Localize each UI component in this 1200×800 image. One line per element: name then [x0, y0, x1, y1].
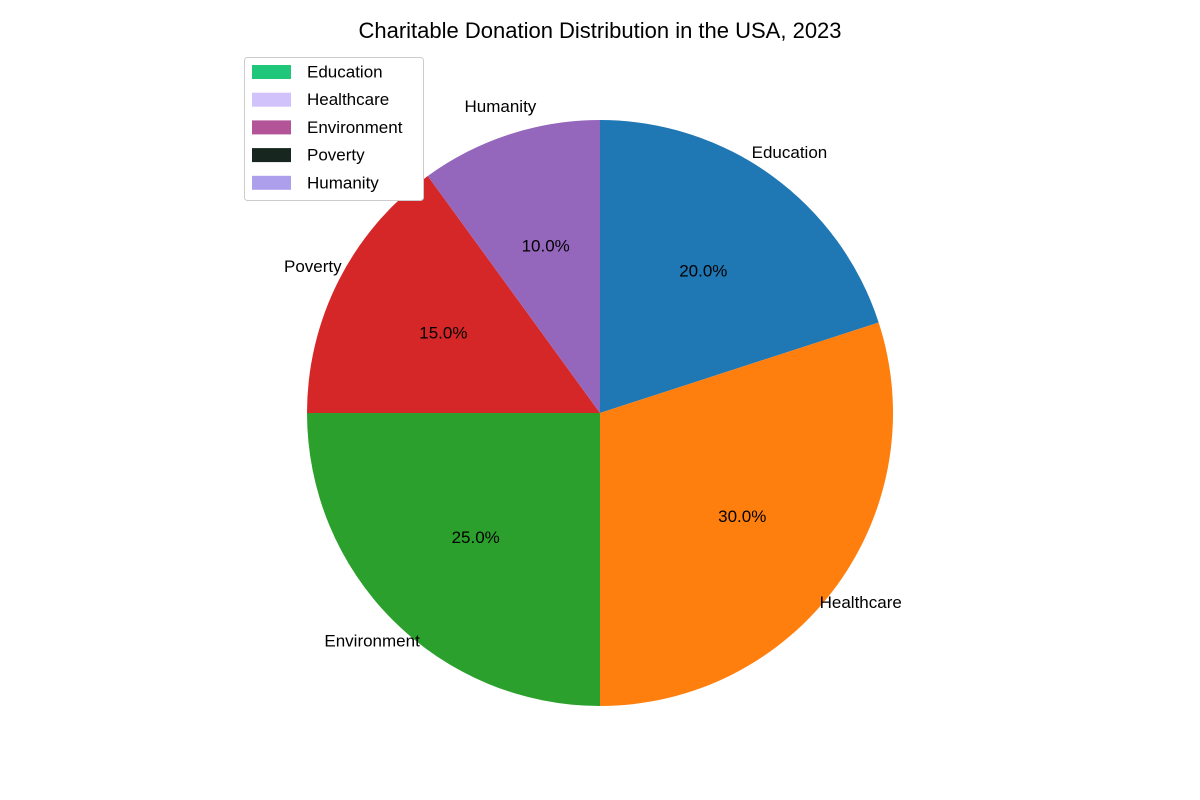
- legend-label-education: Education: [307, 63, 383, 82]
- pie-slice-healthcare: [600, 322, 893, 706]
- legend-swatch-poverty: [252, 148, 291, 163]
- legend-label-poverty: Poverty: [307, 146, 365, 165]
- legend-label-environment: Environment: [307, 118, 403, 137]
- pie-slice-education: [600, 120, 879, 413]
- legend-swatch-education: [252, 65, 291, 79]
- slice-label-poverty: Poverty: [284, 257, 342, 276]
- slice-percent-poverty: 15.0%: [419, 324, 467, 343]
- pie-slice-environment: [307, 413, 600, 706]
- slice-label-environment: Environment: [324, 631, 420, 650]
- pie-slice-poverty: [307, 175, 600, 413]
- slice-label-education: Education: [752, 143, 828, 162]
- legend-label-healthcare: Healthcare: [307, 90, 389, 109]
- pie-slices: [307, 119, 893, 706]
- legend: Education Healthcare Environment Poverty Hum…: [244, 57, 424, 201]
- slice-label-humanity: Humanity: [464, 97, 536, 116]
- slice-label-healthcare: Healthcare: [820, 593, 902, 612]
- legend-swatch-healthcare: [252, 92, 291, 107]
- legend-swatch-humanity: [252, 175, 291, 190]
- legend-swatch-environment: [252, 120, 291, 135]
- slice-percent-healthcare: 30.0%: [718, 507, 766, 526]
- slice-percent-education: 20.0%: [679, 261, 727, 280]
- slice-percent-environment: 25.0%: [452, 528, 500, 547]
- legend-label-humanity: Humanity: [307, 173, 379, 192]
- chart-title: Charitable Donation Distribution in the …: [358, 18, 841, 43]
- pie-slice-humanity: [427, 119, 600, 413]
- slice-labels: Education 20.0% Healthcare 30.0% Environment…: [284, 97, 902, 650]
- slice-percent-humanity: 10.0%: [522, 236, 570, 255]
